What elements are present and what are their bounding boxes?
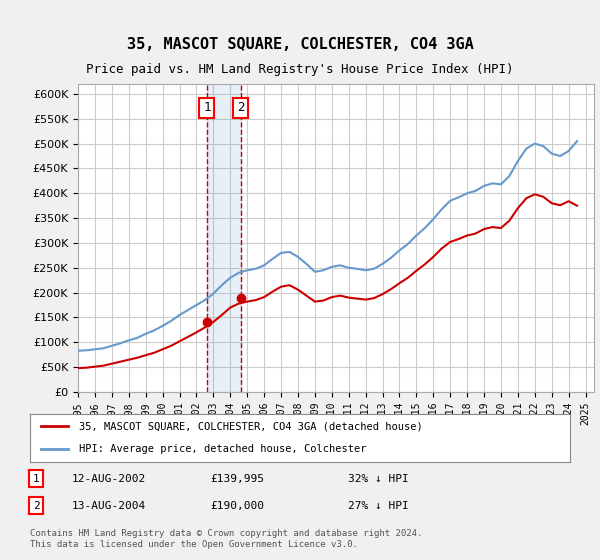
Text: 1: 1 [32, 474, 40, 484]
Text: 2: 2 [32, 501, 40, 511]
Text: 35, MASCOT SQUARE, COLCHESTER, CO4 3GA: 35, MASCOT SQUARE, COLCHESTER, CO4 3GA [127, 38, 473, 52]
Text: 1: 1 [203, 101, 211, 114]
Text: £190,000: £190,000 [210, 501, 264, 511]
Text: 27% ↓ HPI: 27% ↓ HPI [348, 501, 409, 511]
Bar [207, 84, 241, 392]
Text: £139,995: £139,995 [210, 474, 264, 484]
Text: Contains HM Land Registry data © Crown copyright and database right 2024.
This d: Contains HM Land Registry data © Crown c… [30, 529, 422, 549]
Text: 13-AUG-2004: 13-AUG-2004 [72, 501, 146, 511]
Text: 2: 2 [237, 101, 245, 114]
Text: 12-AUG-2002: 12-AUG-2002 [72, 474, 146, 484]
Text: 35, MASCOT SQUARE, COLCHESTER, CO4 3GA (detached house): 35, MASCOT SQUARE, COLCHESTER, CO4 3GA (… [79, 421, 422, 431]
Text: 32% ↓ HPI: 32% ↓ HPI [348, 474, 409, 484]
Text: Price paid vs. HM Land Registry's House Price Index (HPI): Price paid vs. HM Land Registry's House … [86, 63, 514, 77]
Text: HPI: Average price, detached house, Colchester: HPI: Average price, detached house, Colc… [79, 444, 366, 454]
